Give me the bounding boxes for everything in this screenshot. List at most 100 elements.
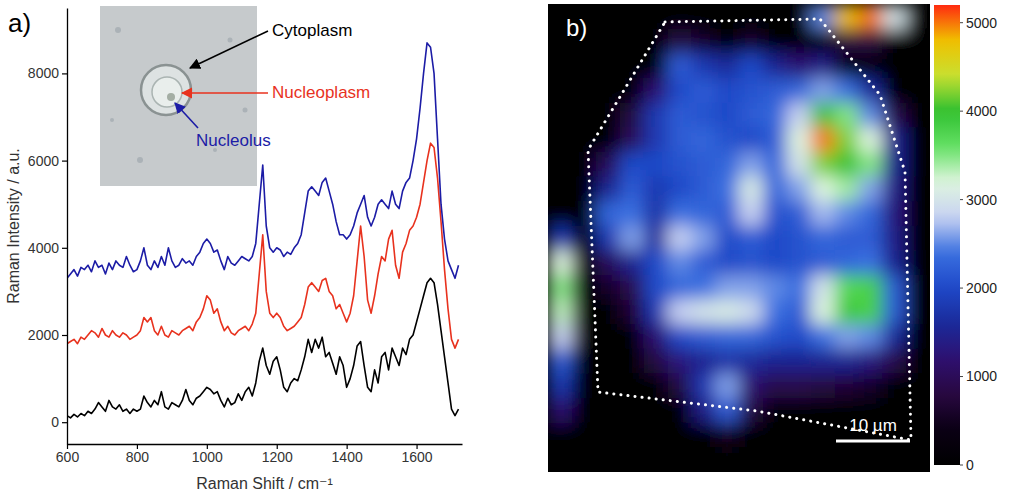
inset-speck [228,38,233,43]
x-axis-title: Raman Shift / cm⁻¹ [196,475,332,492]
heatmap-cell [858,152,883,178]
heatmap-cell [548,176,573,202]
heatmap-cell [572,103,597,129]
heatmap-cell [644,373,669,399]
heatmap-cell [787,78,812,104]
heatmap-cell [763,447,788,472]
heatmap-cell [858,447,883,472]
scale-bar [836,440,910,443]
heatmap-cell [763,53,788,79]
heatmap-cell [882,53,907,79]
heatmap-cell [739,275,764,301]
heatmap-cell [882,176,907,202]
tick: 1400 [332,444,363,465]
spectrum-line [67,278,459,418]
heatmap-cell [667,78,692,104]
heatmap-cell [667,300,692,326]
heatmap-cell [882,4,907,30]
heatmap-cell [835,4,860,30]
heatmap-cell [763,398,788,424]
heatmap-cell [596,275,621,301]
heatmap-cell [667,447,692,472]
heatmap-cell [739,127,764,153]
heatmap-cell [620,103,645,129]
heatmap-cell [548,275,573,301]
heatmap-cell [548,226,573,252]
colorbar-label: 0 [966,457,974,473]
heatmap-cell [667,373,692,399]
heatmap-cell [715,201,740,227]
label-arrow [175,103,198,128]
heatmap-cell [596,78,621,104]
heatmap-cell [858,250,883,276]
series-label: Cytoplasm [272,21,352,40]
heatmap-cell [811,447,836,472]
heatmap-cell [691,103,716,129]
heatmap-cell [906,275,930,301]
heatmap-cell [644,53,669,79]
heatmap-cell [763,324,788,350]
colorbar-tick [960,376,963,377]
colorbar-label: 4000 [966,103,997,119]
heatmap-cell [787,201,812,227]
heatmap-cell [739,176,764,202]
label-arrow [190,31,268,68]
heatmap-cell [787,103,812,129]
heatmap-cell [787,250,812,276]
tick-label: 2000 [28,327,59,343]
heatmap-cell [763,201,788,227]
heatmap-cell [715,447,740,472]
scale-bar-label: 10 µm [849,416,897,435]
heatmap-cell [906,29,930,55]
heatmap-cell [787,4,812,30]
heatmap-cell [787,373,812,399]
heatmap-cell [548,398,573,424]
heatmap-cell [620,300,645,326]
heatmap-cell [835,103,860,129]
heatmap-cell [882,201,907,227]
heatmap-cell [858,324,883,350]
heatmap-cell [906,176,930,202]
heatmap-cell [691,447,716,472]
heatmap-cell [596,398,621,424]
heatmap-cell [691,78,716,104]
heatmap-cell [548,250,573,276]
heatmap-cell [667,103,692,129]
map-background [548,4,930,472]
heatmap-cell [739,349,764,375]
heatmap-cell [811,103,836,129]
heatmap-cell [811,324,836,350]
inset-cell [141,65,191,115]
heatmap-cell [906,226,930,252]
tick: 1200 [262,444,293,465]
heatmap-cell [644,4,669,30]
heatmap-cell [835,300,860,326]
heatmap-cell [596,447,621,472]
colorbar-tick [960,111,963,112]
inset-speck [243,108,248,113]
heatmap-cell [882,349,907,375]
heatmap-cell [572,300,597,326]
heatmap-cell [858,275,883,301]
heatmap-cell [620,53,645,79]
cell-outline [588,19,911,440]
heatmap-cell [620,152,645,178]
heatmap-cell [739,201,764,227]
heatmap-cell [739,250,764,276]
heatmap-cell [811,201,836,227]
heatmap-cell [858,300,883,326]
colorbar-tick [960,22,963,23]
heatmap-cell [691,349,716,375]
heatmap-cell [811,398,836,424]
heatmap-cell [667,226,692,252]
heatmap-cell [644,226,669,252]
heatmap-cell [763,127,788,153]
tick: 0 [51,414,67,430]
heatmap-cell [548,349,573,375]
heatmap-cell [548,423,573,449]
tick: 1000 [192,444,223,465]
heatmap-cell [667,250,692,276]
heatmap-cell [715,300,740,326]
heatmap-cell [548,300,573,326]
heatmap-cell [644,300,669,326]
